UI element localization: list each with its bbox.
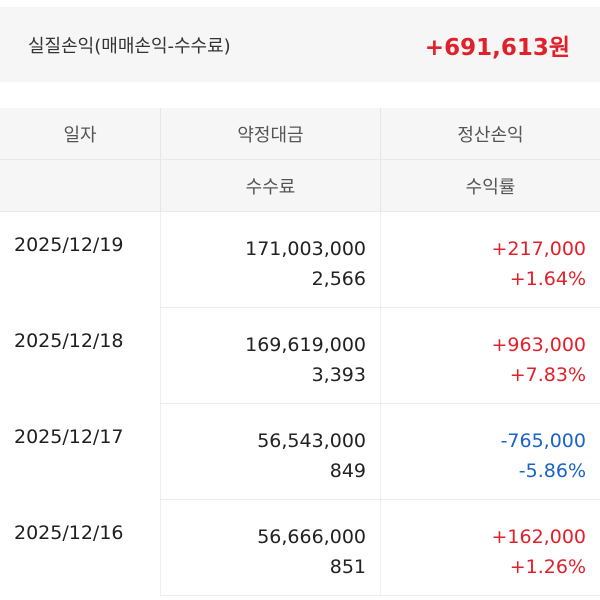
row-date: 2025/12/17 <box>14 426 124 448</box>
row-amount-fee: 169,619,000 3,393 <box>160 308 380 404</box>
row-pnl-rate: +217,000 +1.64% <box>380 212 600 308</box>
row-divider <box>160 595 600 596</box>
row-fee: 3,393 <box>311 364 366 386</box>
header-settled-pnl: 정산손익 <box>380 108 600 159</box>
row-amount-fee: 171,003,000 2,566 <box>160 212 380 308</box>
table-header-row-2: 수수료 수익률 <box>0 160 600 212</box>
row-date: 2025/12/19 <box>14 234 124 256</box>
row-divider <box>160 403 600 404</box>
row-amount: 56,666,000 <box>257 526 366 548</box>
row-rate: +1.26% <box>509 556 586 578</box>
summary-value: +691,613원 <box>424 34 570 61</box>
row-divider <box>160 499 600 500</box>
table-body: 2025/12/19 171,003,000 2,566 +217,000 +1… <box>0 212 600 596</box>
row-date: 2025/12/16 <box>14 522 124 544</box>
header-contract-amount: 약정대금 <box>160 108 380 159</box>
row-pnl-rate: +963,000 +7.83% <box>380 308 600 404</box>
row-pnl: +963,000 <box>491 334 587 356</box>
pnl-table: 일자 약정대금 정산손익 수수료 수익률 2025/12/19 171,003,… <box>0 108 600 596</box>
realized-pnl-summary: 실질손익(매매손익-수수료) +691,613원 <box>0 7 600 82</box>
row-amount-fee: 56,666,000 851 <box>160 500 380 596</box>
row-pnl: +217,000 <box>491 238 587 260</box>
row-pnl: +162,000 <box>491 526 587 548</box>
table-header-row-1: 일자 약정대금 정산손익 <box>0 108 600 160</box>
row-amount-fee: 56,543,000 849 <box>160 404 380 500</box>
row-pnl: -765,000 <box>500 430 586 452</box>
row-amount: 171,003,000 <box>245 238 366 260</box>
row-date: 2025/12/18 <box>14 330 124 352</box>
row-fee: 849 <box>329 460 366 482</box>
summary-label: 실질손익(매매손익-수수료) <box>28 35 231 57</box>
header-return-rate: 수익률 <box>380 160 600 211</box>
row-divider <box>160 307 600 308</box>
table-row[interactable]: 2025/12/17 56,543,000 849 -765,000 -5.86… <box>0 404 600 500</box>
row-fee: 851 <box>329 556 366 578</box>
table-row[interactable]: 2025/12/18 169,619,000 3,393 +963,000 +7… <box>0 308 600 404</box>
table-row[interactable]: 2025/12/16 56,666,000 851 +162,000 +1.26… <box>0 500 600 596</box>
header-date: 일자 <box>63 124 97 146</box>
row-pnl-rate: -765,000 -5.86% <box>380 404 600 500</box>
row-amount: 169,619,000 <box>245 334 366 356</box>
header-empty <box>0 160 160 211</box>
row-rate: +7.83% <box>509 364 586 386</box>
row-rate: +1.64% <box>509 268 586 290</box>
row-pnl-rate: +162,000 +1.26% <box>380 500 600 596</box>
row-fee: 2,566 <box>311 268 366 290</box>
header-fee: 수수료 <box>160 160 380 211</box>
row-amount: 56,543,000 <box>257 430 366 452</box>
table-row[interactable]: 2025/12/19 171,003,000 2,566 +217,000 +1… <box>0 212 600 308</box>
row-rate: -5.86% <box>518 460 586 482</box>
